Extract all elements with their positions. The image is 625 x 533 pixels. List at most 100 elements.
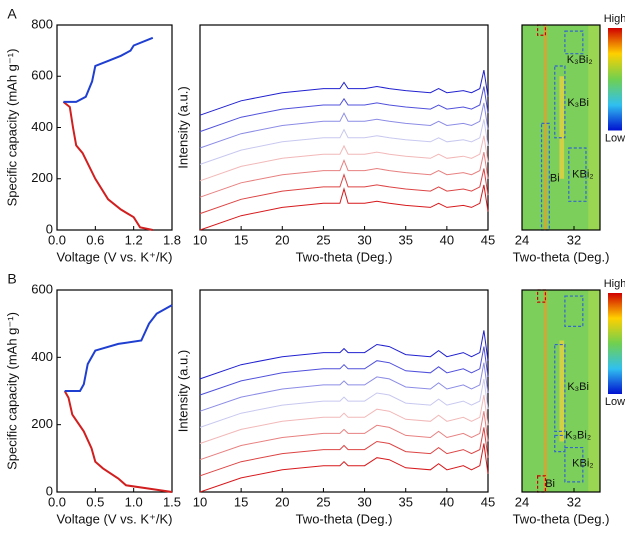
x-tick-label: 32 (567, 232, 581, 247)
x-tick-label: 32 (567, 494, 581, 509)
series-line (199, 86, 489, 133)
x-tick-label: 20 (275, 494, 289, 509)
x-tick-label: 25 (316, 232, 330, 247)
series-line (199, 119, 489, 165)
y-axis-label: Specific capacity (mAh g⁻¹) (4, 312, 19, 470)
series-line (63, 390, 173, 493)
series-line (64, 304, 173, 392)
x-tick-label: 15 (234, 494, 248, 509)
x-tick-label: 10 (193, 232, 207, 247)
x-tick-label: 15 (234, 232, 248, 247)
series-line (199, 362, 489, 412)
y-tick-label: 0 (46, 483, 53, 498)
x-tick-label: 0.0 (48, 494, 66, 509)
annotation-box (554, 434, 566, 453)
x-tick-label: 45 (481, 494, 495, 509)
y-tick-label: 400 (31, 349, 53, 364)
annotation-box (536, 24, 546, 36)
annotation-box (564, 446, 584, 483)
x-tick-label: 1.2 (125, 232, 143, 247)
plot-frame (521, 289, 601, 493)
y-tick-label: 800 (31, 16, 53, 31)
panel-label: A (7, 6, 17, 22)
x-tick-label: 0.6 (86, 232, 104, 247)
annotation: Bi (550, 173, 560, 185)
panel-label: B (7, 271, 16, 287)
series-line (199, 135, 489, 182)
colorbar-label: Low (605, 396, 625, 408)
series-line (199, 184, 489, 231)
annotation: K₃Bi₂ (565, 429, 591, 441)
x-tick-label: 10 (193, 494, 207, 509)
y-tick-label: 200 (31, 416, 53, 431)
x-tick-label: 1.0 (125, 494, 143, 509)
annotation: K₃Bi₂ (567, 54, 593, 66)
colorbar-label: High (604, 13, 625, 25)
x-tick-label: 35 (398, 232, 412, 247)
x-tick-label: 1.5 (163, 494, 181, 509)
y-tick-label: 400 (31, 119, 53, 134)
x-tick-label: 40 (440, 232, 454, 247)
heatmap-band (543, 25, 547, 230)
series-line (199, 411, 489, 461)
x-tick-label: 30 (357, 494, 371, 509)
annotation-box (554, 343, 566, 433)
x-axis-label: Two-theta (Deg.) (296, 249, 393, 264)
plot-frame (521, 24, 601, 231)
x-axis-label: Two-theta (Deg.) (296, 511, 393, 526)
colorbar-label: High (604, 278, 625, 290)
colorbar-label: Low (605, 132, 625, 144)
heatmap-band (559, 76, 565, 179)
x-axis-label: Voltage (V vs. K⁺/K) (57, 249, 173, 264)
annotation: K₃Bi (567, 97, 589, 109)
annotation-box (540, 122, 550, 231)
x-tick-label: 24 (515, 494, 529, 509)
x-tick-label: 24 (515, 232, 529, 247)
x-tick-label: 40 (440, 494, 454, 509)
x-tick-label: 35 (398, 494, 412, 509)
colorbar (608, 28, 622, 131)
y-tick-label: 600 (31, 68, 53, 83)
x-tick-label: 0.5 (86, 494, 104, 509)
colorbar (608, 293, 622, 394)
annotation-box (564, 295, 584, 327)
series-line (62, 101, 154, 231)
series-line (199, 168, 489, 215)
x-tick-label: 45 (481, 232, 495, 247)
x-tick-label: 25 (316, 494, 330, 509)
series-line (199, 394, 489, 444)
heatmap-band (588, 290, 600, 492)
x-tick-label: 20 (275, 232, 289, 247)
heatmap-band (543, 290, 547, 492)
annotation: KBi₂ (572, 458, 593, 470)
series-line (199, 427, 489, 477)
y-axis-label: Intensity (a.u.) (175, 350, 190, 432)
annotation: KBi₂ (572, 169, 593, 181)
y-tick-label: 200 (31, 170, 53, 185)
x-tick-label: 0.0 (48, 232, 66, 247)
series-line (199, 69, 489, 116)
plot-frame (56, 289, 173, 493)
series-line (199, 330, 489, 380)
heatmap-band (559, 340, 565, 442)
x-axis-label: Two-theta (Deg.) (513, 511, 610, 526)
x-axis-label: Two-theta (Deg.) (513, 249, 610, 264)
series-line (199, 102, 489, 149)
series-line (63, 36, 154, 103)
x-tick-label: 1.8 (163, 232, 181, 247)
plot-frame (56, 24, 173, 231)
y-axis-label: Specific capacity (mAh g⁻¹) (4, 49, 19, 207)
series-line (199, 151, 489, 198)
annotation: K₃Bi (567, 381, 589, 393)
annotation: Bi (545, 478, 555, 490)
series-line (199, 443, 489, 493)
y-tick-label: 0 (46, 221, 53, 236)
heatmap-band (588, 25, 600, 230)
series-line (199, 378, 489, 428)
y-tick-label: 600 (31, 281, 53, 296)
annotation-box (554, 65, 566, 139)
y-axis-label: Intensity (a.u.) (175, 86, 190, 168)
x-axis-label: Voltage (V vs. K⁺/K) (57, 511, 173, 526)
x-tick-label: 30 (357, 232, 371, 247)
